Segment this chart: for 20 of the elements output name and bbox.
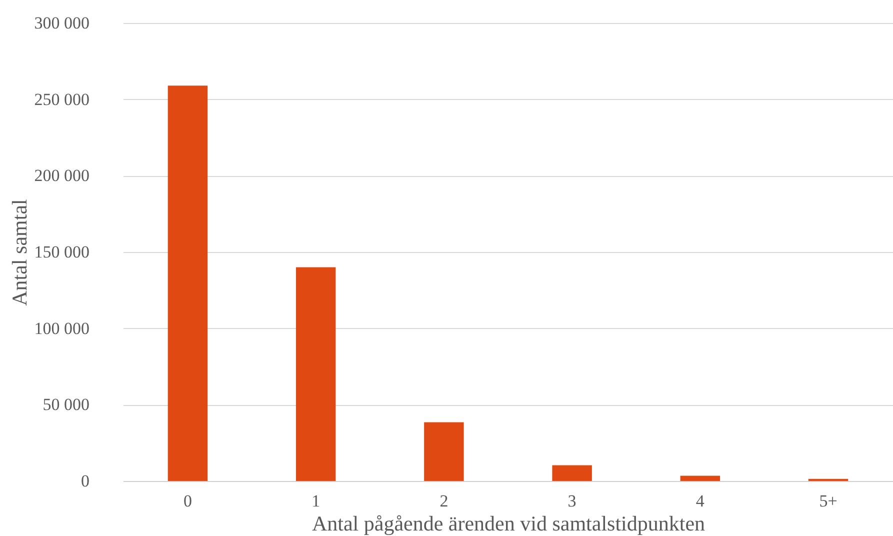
bar	[168, 86, 208, 481]
x-tick-label: 1	[312, 492, 320, 510]
y-tick-label: 50 000	[42, 395, 90, 414]
y-tick-label: 300 000	[34, 14, 90, 32]
y-tick-label: 200 000	[34, 166, 90, 186]
bar	[296, 267, 336, 481]
y-tick-label: 0	[81, 472, 90, 490]
bar	[424, 422, 464, 481]
y-tick-label: 100 000	[34, 318, 90, 338]
x-tick-label: 5+	[819, 492, 838, 510]
x-tick-label: 3	[568, 492, 576, 510]
y-tick-label: 250 000	[34, 90, 90, 109]
y-tick-label: 150 000	[34, 242, 90, 262]
bar	[680, 476, 720, 481]
y-axis-title: Antal samtal	[7, 198, 32, 306]
x-axis-title: Antal pågående ärenden vid samtalstidpunkten	[312, 512, 706, 536]
x-tick-label: 4	[696, 492, 705, 510]
bar	[552, 465, 592, 481]
x-tick-label: 2	[440, 492, 448, 510]
x-tick-label: 0	[183, 492, 192, 510]
